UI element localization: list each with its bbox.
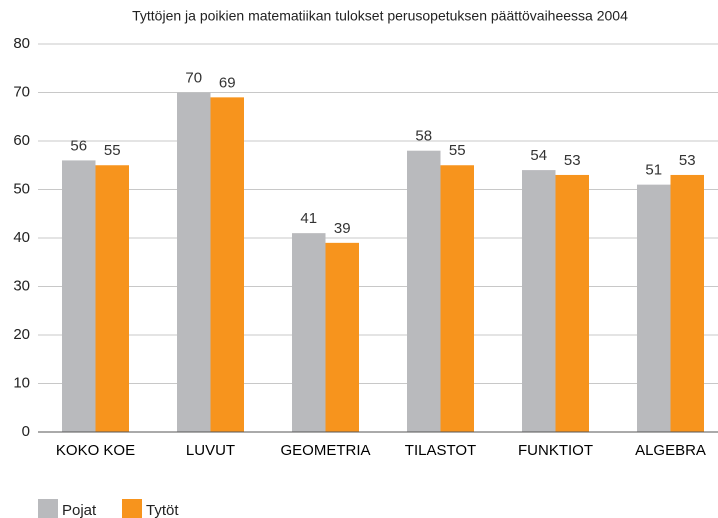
data-label: 55 [449,142,466,159]
bar [95,165,129,432]
bar [440,165,474,432]
data-label: 69 [219,74,236,91]
data-label: 53 [564,152,581,169]
data-label: 70 [185,69,202,86]
data-label: 54 [530,147,547,164]
data-label: 56 [70,137,87,154]
legend-swatch [122,499,142,518]
data-label: 53 [679,152,696,169]
data-label: 41 [300,210,317,227]
bar [62,160,96,432]
legend-swatch [38,499,58,518]
data-label: 39 [334,220,351,237]
x-tick-label: TILASTOT [405,442,476,459]
chart-title: Tyttöjen ja poikien matematiikan tulokse… [132,8,628,24]
x-tick-label: LUVUT [186,442,235,459]
bar [325,242,359,432]
bar [555,174,589,432]
y-tick-label: 80 [13,35,30,52]
data-label: 51 [645,162,662,179]
bar [210,97,244,432]
y-tick-label: 50 [13,180,30,197]
bar [407,150,441,432]
x-tick-label: FUNKTIOT [518,442,593,459]
bar [670,174,704,432]
y-tick-label: 0 [22,423,30,440]
x-tick-label: GEOMETRIA [280,442,370,459]
y-tick-label: 30 [13,277,30,294]
y-tick-label: 10 [13,374,30,391]
bar [292,233,326,432]
legend-label: Pojat [62,502,97,518]
x-tick-label: KOKO KOE [56,442,135,459]
y-tick-label: 70 [13,83,30,100]
data-label: 58 [415,128,432,145]
y-tick-label: 40 [13,229,30,246]
bar [637,184,671,432]
legend-label: Tytöt [146,502,179,518]
x-tick-label: ALGEBRA [635,442,706,459]
bar [522,170,556,432]
y-tick-label: 60 [13,132,30,149]
bar [177,92,211,432]
data-label: 55 [104,142,121,159]
y-tick-label: 20 [13,326,30,343]
